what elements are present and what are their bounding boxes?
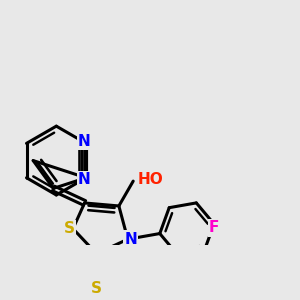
Text: F: F: [209, 220, 219, 235]
Text: N: N: [124, 232, 137, 247]
Text: S: S: [91, 281, 102, 296]
Text: HO: HO: [138, 172, 164, 187]
Text: N: N: [78, 172, 91, 187]
Text: N: N: [78, 134, 91, 149]
Text: S: S: [64, 221, 75, 236]
